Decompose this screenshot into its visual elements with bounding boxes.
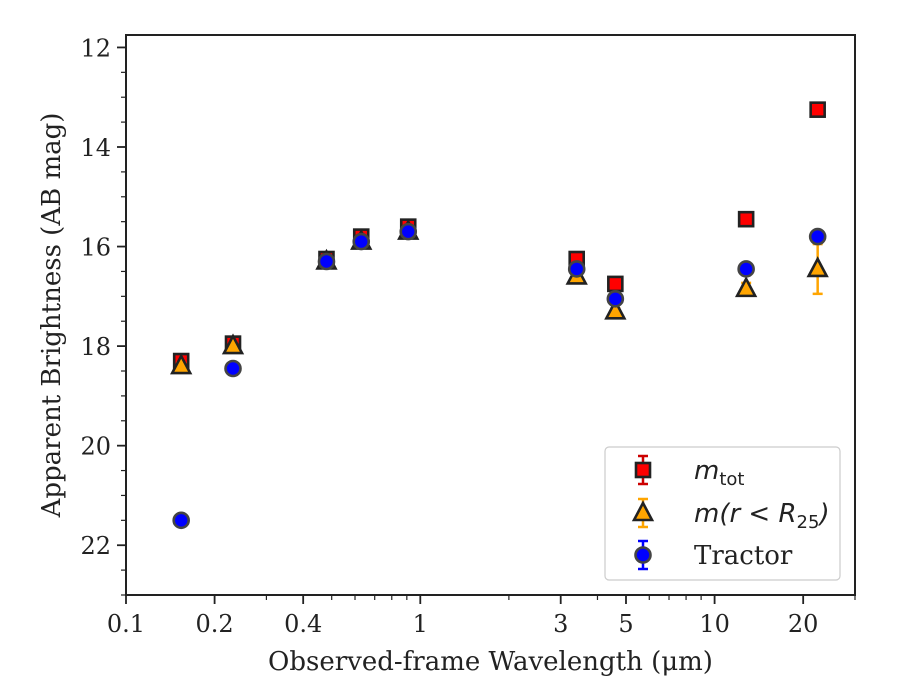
data-point	[399, 222, 418, 241]
data-point	[806, 256, 829, 278]
legend-label: m(r < R25)	[694, 499, 830, 533]
data-point	[734, 276, 758, 298]
legend-label: mtot	[694, 456, 744, 490]
x-tick-label: 5	[618, 610, 633, 638]
legend-box	[604, 446, 841, 581]
x-tick-label: 0.4	[284, 610, 322, 638]
x-tick-label: 0.1	[107, 610, 145, 638]
y-tick-label: 18	[80, 333, 111, 361]
x-tick-label: 10	[699, 610, 730, 638]
y-tick-label: 20	[80, 433, 111, 461]
data-point	[808, 227, 827, 246]
data-point	[737, 260, 755, 278]
data-points	[170, 101, 829, 530]
legend-label: Tractor	[694, 541, 793, 571]
series-square	[172, 101, 826, 370]
y-axis-label: Apparent Brightness (AB mag)	[37, 113, 67, 519]
y-tick-label: 16	[80, 234, 111, 262]
data-point	[809, 101, 826, 118]
x-tick-label: 1	[413, 610, 428, 638]
axis-ticks: 0.1 0.2 0.4 1 3 5 10 20 12 14 16 18 20 22	[80, 34, 856, 638]
data-point	[567, 260, 586, 278]
x-tick-label: 0.2	[196, 610, 234, 638]
data-point	[606, 290, 625, 308]
data-point	[170, 353, 193, 375]
x-tick-label: 3	[553, 610, 568, 638]
plot-frame	[125, 34, 856, 596]
series-triangle	[170, 218, 829, 375]
y-tick-label: 22	[80, 532, 111, 560]
data-point	[352, 232, 371, 251]
data-point	[224, 359, 242, 378]
series-circle	[172, 222, 827, 530]
legend: mtot m(r < R25) Tractor	[604, 446, 841, 581]
data-point	[607, 275, 624, 293]
data-point	[221, 333, 245, 355]
data-point	[604, 298, 627, 320]
legend-marker	[634, 546, 652, 564]
x-tick-label: 20	[788, 610, 819, 638]
x-axis-label: Observed-frame Wavelength (μm)	[268, 647, 713, 677]
legend-marker	[631, 500, 655, 522]
data-point	[172, 511, 190, 530]
data-point	[737, 210, 755, 228]
data-point	[317, 252, 336, 271]
legend-marker	[634, 461, 652, 479]
y-tick-label: 12	[80, 34, 111, 62]
y-tick-label: 14	[80, 134, 111, 162]
